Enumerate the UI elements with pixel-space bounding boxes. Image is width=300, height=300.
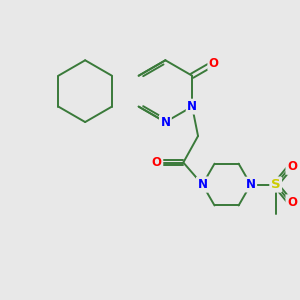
Text: O: O — [209, 57, 219, 70]
Text: N: N — [246, 178, 256, 191]
Text: O: O — [287, 160, 297, 173]
Text: O: O — [287, 196, 297, 209]
Text: O: O — [152, 156, 162, 169]
Text: N: N — [197, 178, 207, 191]
Text: N: N — [197, 178, 207, 191]
Text: N: N — [187, 100, 197, 113]
Text: S: S — [271, 178, 281, 191]
Text: N: N — [160, 116, 170, 129]
